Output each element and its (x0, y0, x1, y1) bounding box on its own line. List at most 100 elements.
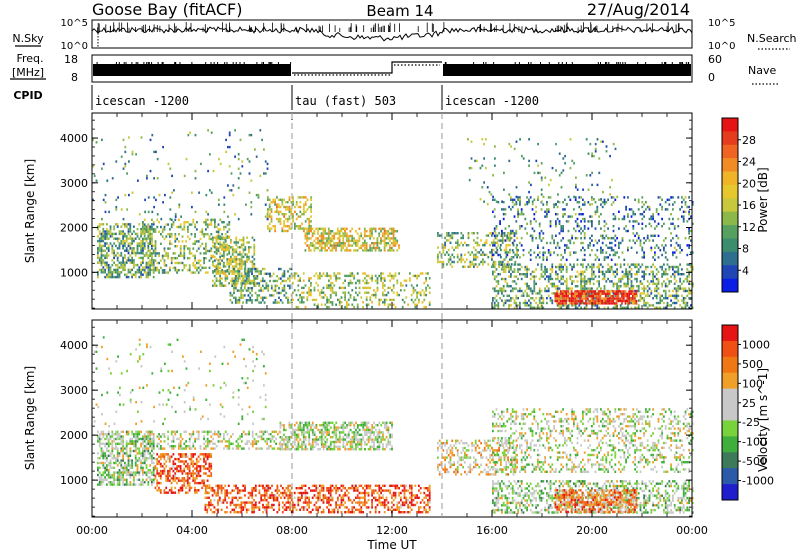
heatmap-cell (109, 275, 112, 279)
heatmap-cell (400, 284, 402, 287)
heatmap-cell (328, 298, 330, 302)
heatmap-cell (197, 247, 200, 250)
heatmap-cell (138, 268, 141, 272)
heatmap-cell (353, 277, 355, 280)
heatmap-cell (140, 256, 142, 260)
heatmap-cell (131, 191, 134, 194)
heatmap-cell (129, 235, 132, 238)
heatmap-cell (219, 272, 221, 275)
heatmap-cell (515, 140, 518, 143)
heatmap-cell (428, 291, 431, 294)
heatmap-cell (547, 196, 550, 199)
heatmap-cell (203, 247, 205, 250)
heatmap-cell (515, 186, 518, 189)
heatmap-cell (310, 291, 312, 294)
heatmap-cell (230, 260, 232, 263)
heatmap-cell (538, 292, 541, 295)
heatmap-cell (241, 165, 244, 168)
heatmap-cell (226, 246, 229, 249)
heatmap-cell (283, 294, 286, 297)
heatmap-cell (621, 270, 624, 273)
heatmap-cell (494, 241, 497, 244)
heatmap-cell (664, 282, 667, 285)
heatmap-cell (547, 287, 550, 290)
heatmap-cell (551, 270, 554, 273)
heatmap-cell (594, 142, 597, 146)
heatmap-cell (104, 271, 106, 274)
heatmap-cell (555, 213, 557, 216)
heatmap-cell (109, 454, 112, 457)
heatmap-cell (104, 244, 106, 248)
heatmap-cell (506, 234, 509, 237)
heatmap-cell (560, 186, 563, 189)
heatmap-cell (600, 203, 602, 206)
heatmap-cell (356, 244, 359, 247)
heatmap-cell (542, 256, 545, 259)
heatmap-cell (221, 277, 223, 280)
heatmap-cell (586, 290, 589, 293)
heatmap-cell (487, 263, 490, 266)
heatmap-cell (549, 273, 552, 276)
heatmap-cell (100, 239, 103, 243)
heatmap-cell (124, 483, 126, 486)
heatmap-cell (598, 306, 600, 309)
heatmap-cell (634, 198, 636, 201)
heatmap-cell (331, 234, 334, 238)
heatmap-cell (212, 260, 214, 263)
freq-label: Freq. (16, 52, 43, 65)
heatmap-cell (378, 227, 381, 230)
heatmap-cell (111, 263, 114, 267)
heatmap-cell (106, 483, 108, 486)
heatmap-cell (546, 213, 548, 216)
heatmap-cell (151, 247, 153, 250)
heatmap-cell (524, 289, 527, 293)
heatmap-cell (535, 268, 537, 271)
heatmap-cell (97, 435, 99, 438)
heatmap-cell (394, 230, 397, 233)
heatmap-cell (514, 260, 517, 264)
heatmap-cell (513, 275, 516, 278)
heatmap-cell (118, 247, 121, 250)
colorbar-swatch (722, 211, 738, 226)
heatmap-cell (345, 246, 348, 250)
power-ylabel: Slant Range [km] (23, 159, 37, 263)
heatmap-cell (365, 296, 368, 299)
heatmap-cell (239, 258, 241, 261)
heatmap-cell (473, 258, 475, 261)
heatmap-cell (156, 218, 159, 221)
heatmap-cell (129, 237, 132, 240)
heatmap-cell (240, 243, 243, 247)
heatmap-cell (385, 237, 388, 240)
heatmap-cell (627, 306, 629, 309)
heatmap-cell (151, 237, 153, 241)
heatmap-cell (283, 275, 286, 278)
heatmap-cell (646, 205, 649, 209)
heatmap-cell (133, 247, 135, 250)
heatmap-cell (390, 246, 393, 250)
heatmap-cell (675, 256, 678, 259)
heatmap-cell (594, 299, 596, 303)
heatmap-cell (106, 457, 108, 460)
heatmap-cell (391, 274, 393, 278)
heatmap-cell (303, 227, 305, 230)
heatmap-cell (258, 289, 261, 292)
heatmap-cell (606, 290, 609, 293)
heatmap-cell (583, 277, 586, 281)
heatmap-cell (106, 223, 108, 226)
heatmap-cell (619, 297, 622, 300)
heatmap-cell (351, 237, 354, 240)
heatmap-cell (324, 246, 327, 250)
heatmap-cell (338, 239, 341, 242)
heatmap-cell (106, 256, 108, 260)
heatmap-cell (294, 210, 296, 213)
heatmap-cell (122, 471, 124, 474)
heatmap-cell (560, 239, 563, 242)
nsearch-tick-bottom: 10^0 (708, 41, 735, 52)
heatmap-cell (106, 447, 108, 450)
heatmap-cell (655, 294, 658, 297)
heatmap-cell (235, 284, 238, 287)
heatmap-cell (106, 179, 109, 182)
heatmap-cell (524, 301, 527, 305)
heatmap-cell (688, 289, 690, 293)
heatmap-cell (598, 268, 600, 271)
